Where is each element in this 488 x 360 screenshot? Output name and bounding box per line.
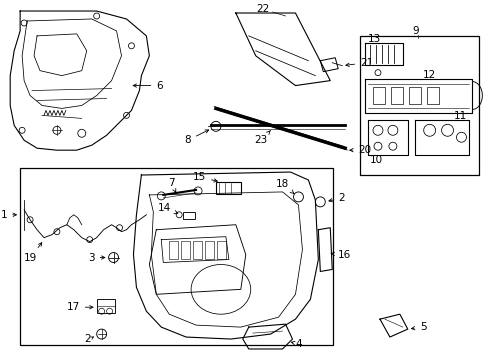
Bar bbox=[181, 240, 190, 258]
Text: 14: 14 bbox=[158, 203, 177, 213]
Text: 21: 21 bbox=[345, 58, 372, 68]
Text: 3: 3 bbox=[88, 252, 104, 262]
Bar bbox=[193, 240, 202, 258]
Bar bbox=[390, 86, 402, 104]
Text: 12: 12 bbox=[422, 69, 435, 80]
Text: 19: 19 bbox=[24, 243, 41, 262]
Bar bbox=[169, 240, 178, 258]
Bar bbox=[359, 36, 478, 175]
Text: 15: 15 bbox=[192, 172, 217, 182]
Text: 10: 10 bbox=[369, 155, 383, 165]
Text: 6: 6 bbox=[133, 81, 163, 91]
Bar bbox=[216, 182, 240, 194]
Text: 20: 20 bbox=[349, 145, 370, 155]
Text: 18: 18 bbox=[275, 179, 293, 193]
Text: 11: 11 bbox=[452, 111, 466, 121]
Text: 5: 5 bbox=[410, 322, 426, 332]
Text: 2: 2 bbox=[328, 193, 344, 203]
Bar bbox=[408, 86, 420, 104]
Text: 17: 17 bbox=[66, 302, 93, 312]
Text: 4: 4 bbox=[291, 339, 302, 349]
Bar bbox=[20, 168, 332, 345]
Bar bbox=[183, 212, 195, 219]
Bar bbox=[97, 299, 114, 313]
Text: 13: 13 bbox=[367, 34, 381, 44]
Text: 2: 2 bbox=[83, 334, 90, 344]
Text: 1: 1 bbox=[0, 210, 17, 220]
Text: 23: 23 bbox=[254, 130, 270, 145]
Text: 8: 8 bbox=[184, 130, 208, 145]
Text: 22: 22 bbox=[256, 4, 269, 14]
Bar bbox=[426, 86, 438, 104]
Bar bbox=[204, 240, 214, 258]
Bar bbox=[372, 86, 384, 104]
Text: 9: 9 bbox=[412, 26, 419, 36]
Bar bbox=[217, 240, 225, 258]
Text: 16: 16 bbox=[330, 249, 351, 260]
Text: 7: 7 bbox=[167, 178, 175, 192]
